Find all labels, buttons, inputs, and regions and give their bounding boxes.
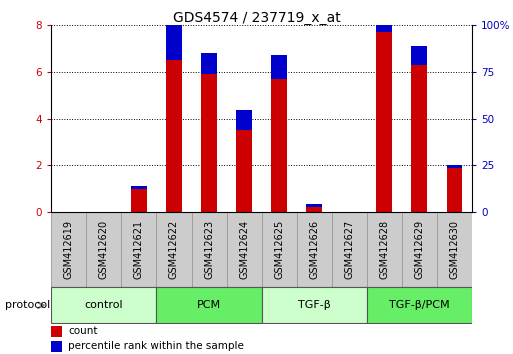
Text: GSM412626: GSM412626: [309, 220, 319, 279]
Text: GSM412624: GSM412624: [239, 220, 249, 279]
Text: TGF-β: TGF-β: [298, 300, 330, 310]
Text: GSM412630: GSM412630: [449, 220, 460, 279]
Bar: [377, 32, 392, 212]
Bar: [271, 55, 287, 79]
Bar: [201, 74, 217, 212]
Bar: [236, 110, 252, 130]
Bar: [437, 212, 472, 287]
Bar: [156, 212, 191, 287]
Bar: [297, 212, 332, 287]
Bar: [411, 46, 427, 65]
Bar: [332, 212, 367, 287]
Bar: [86, 212, 122, 287]
Text: GSM412625: GSM412625: [274, 220, 284, 279]
Bar: [306, 207, 322, 212]
Bar: [51, 287, 156, 323]
Text: PCM: PCM: [197, 300, 221, 310]
Bar: [236, 130, 252, 212]
Text: count: count: [68, 326, 97, 336]
Bar: [166, 24, 182, 60]
Text: GSM412629: GSM412629: [415, 220, 424, 279]
Text: protocol: protocol: [5, 300, 50, 310]
Bar: [122, 212, 156, 287]
Bar: [191, 212, 227, 287]
Text: control: control: [85, 300, 123, 310]
Text: percentile rank within the sample: percentile rank within the sample: [68, 342, 244, 352]
Bar: [156, 287, 262, 323]
Bar: [377, 0, 392, 32]
Bar: [51, 341, 62, 352]
Bar: [166, 60, 182, 212]
Bar: [51, 326, 62, 337]
Bar: [402, 212, 437, 287]
Bar: [367, 287, 472, 323]
Bar: [367, 212, 402, 287]
Bar: [411, 65, 427, 212]
Bar: [131, 189, 147, 212]
Text: GSM412621: GSM412621: [134, 220, 144, 279]
Bar: [306, 204, 322, 207]
Bar: [227, 212, 262, 287]
Bar: [271, 79, 287, 212]
Bar: [446, 168, 462, 212]
Text: GSM412620: GSM412620: [99, 220, 109, 279]
Text: GDS4574 / 237719_x_at: GDS4574 / 237719_x_at: [173, 11, 340, 25]
Bar: [51, 212, 86, 287]
Text: GSM412623: GSM412623: [204, 220, 214, 279]
Text: TGF-β/PCM: TGF-β/PCM: [389, 300, 450, 310]
Text: GSM412619: GSM412619: [64, 220, 74, 279]
Text: GSM412628: GSM412628: [379, 220, 389, 279]
Text: GSM412627: GSM412627: [344, 220, 354, 279]
Bar: [446, 165, 462, 168]
Bar: [131, 185, 147, 189]
Bar: [201, 53, 217, 74]
Bar: [262, 212, 297, 287]
Bar: [262, 287, 367, 323]
Text: GSM412622: GSM412622: [169, 220, 179, 279]
